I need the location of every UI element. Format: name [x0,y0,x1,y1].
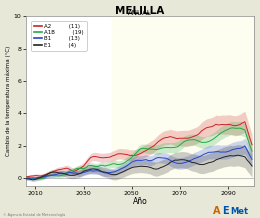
Text: E: E [222,206,229,216]
Bar [112,16,260,186]
X-axis label: Año: Año [133,197,147,206]
Title: MELILLA: MELILLA [115,5,165,15]
Text: A: A [213,206,221,216]
Text: ANUAL: ANUAL [128,10,152,16]
Text: © Agencia Estatal de Meteorología: © Agencia Estatal de Meteorología [3,213,65,217]
Legend: A2          (11), A1B          (19), B1          (13), E1          (4): A2 (11), A1B (19), B1 (13), E1 (4) [31,21,87,51]
Text: Met: Met [230,207,248,216]
Y-axis label: Cambio de la temperatura máxima (°C): Cambio de la temperatura máxima (°C) [5,46,11,157]
